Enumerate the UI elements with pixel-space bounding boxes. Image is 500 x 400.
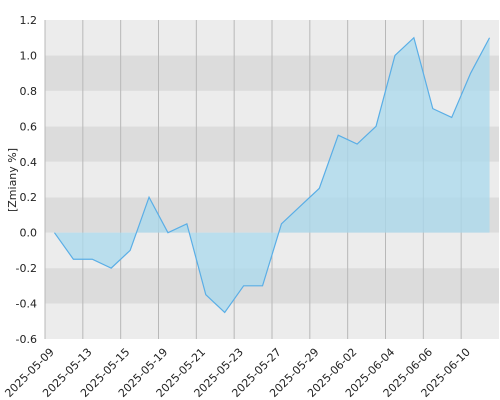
- y-axis-label: [Zmiany %]: [6, 148, 19, 212]
- y-tick-label: 0.4: [20, 156, 38, 169]
- y-tick-label: 0.2: [20, 191, 38, 204]
- y-tick-label: 0.0: [20, 227, 38, 240]
- y-tick-label: 0.8: [20, 85, 38, 98]
- y-tick-label: 1.2: [20, 14, 38, 27]
- area: [54, 37, 490, 313]
- y-tick-label: 1.0: [20, 49, 38, 62]
- y-tick-label: -0.4: [16, 298, 37, 311]
- y-tick-label: -0.2: [16, 262, 37, 275]
- y-tick-label: 0.6: [20, 120, 38, 133]
- y-tick-label: -0.6: [16, 333, 37, 346]
- line: [53, 36, 491, 314]
